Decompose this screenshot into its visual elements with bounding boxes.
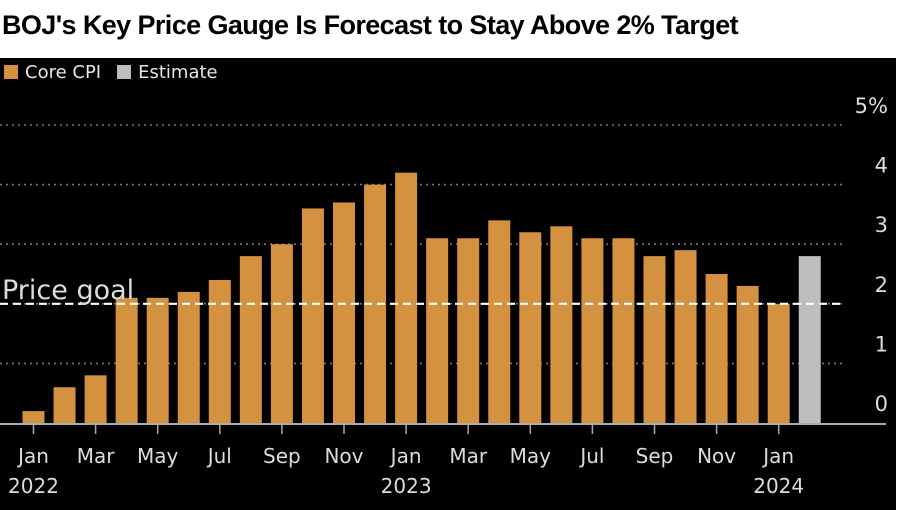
y-tick-label: 4: [875, 154, 888, 178]
core-cpi-bar: [208, 279, 231, 423]
x-tick-label-month: May: [137, 444, 179, 468]
x-tick-label-month: Nov: [324, 444, 363, 468]
core-cpi-bar: [457, 238, 480, 423]
x-tick-label-month: Jul: [578, 444, 604, 468]
core-cpi-bar: [146, 297, 169, 423]
core-cpi-bar: [705, 274, 728, 423]
x-tick-label-year: 2024: [753, 474, 804, 498]
core-cpi-bar: [22, 411, 45, 423]
x-tick-label-month: Sep: [636, 444, 674, 468]
x-tick-label-month: Jan: [761, 444, 794, 468]
legend-label-core-cpi: Core CPI: [25, 61, 102, 83]
estimate-bar: [798, 256, 821, 423]
y-tick-label: 5%: [855, 94, 888, 118]
core-cpi-bar: [426, 238, 449, 423]
core-cpi-bar: [239, 256, 262, 423]
core-cpi-bar: [550, 226, 573, 423]
core-cpi-bar: [115, 297, 138, 423]
legend-swatch-estimate: [117, 65, 132, 79]
core-cpi-bar: [364, 184, 387, 423]
x-tick-label-month: May: [510, 444, 552, 468]
y-tick-label: 3: [875, 213, 888, 237]
legend: Core CPI Estimate: [4, 60, 234, 84]
x-tick-label-month: Sep: [263, 444, 301, 468]
x-tick-label-year: 2023: [381, 474, 432, 498]
core-cpi-bar: [84, 375, 107, 423]
core-cpi-bar: [674, 250, 697, 423]
legend-swatch-core-cpi: [4, 65, 18, 79]
core-cpi-bar: [270, 244, 293, 423]
x-tick-label-month: Jan: [16, 444, 49, 468]
core-cpi-bar: [177, 291, 200, 423]
legend-item-estimate: Estimate: [117, 62, 218, 83]
y-tick-label: 2: [875, 273, 888, 297]
core-cpi-bar: [301, 208, 324, 423]
x-tick-label-month: Mar: [77, 444, 116, 468]
y-tick-label: 0: [875, 392, 888, 416]
core-cpi-bar: [736, 285, 759, 423]
core-cpi-bar: [581, 238, 604, 423]
legend-label-estimate: Estimate: [138, 61, 218, 83]
chart-title: BOJ's Key Price Gauge Is Forecast to Sta…: [2, 10, 739, 40]
x-tick-label-month: Nov: [697, 444, 736, 468]
x-tick-label-year: 2022: [8, 474, 59, 498]
y-tick-label: 1: [875, 332, 888, 356]
core-cpi-bar: [395, 172, 418, 423]
x-tick-label-month: Jul: [206, 444, 232, 468]
core-cpi-bar: [643, 256, 666, 423]
x-tick-label-month: Mar: [449, 444, 488, 468]
core-cpi-bar: [333, 202, 355, 423]
core-cpi-bar: [519, 232, 542, 423]
price-goal-label: Price goal: [2, 275, 134, 306]
core-cpi-bar: [767, 303, 790, 423]
x-tick-label-month: Jan: [389, 444, 422, 468]
core-cpi-bar: [612, 238, 635, 423]
legend-item-core-cpi: Core CPI: [4, 62, 101, 83]
core-cpi-bar: [53, 387, 76, 423]
core-cpi-bar: [488, 220, 511, 423]
